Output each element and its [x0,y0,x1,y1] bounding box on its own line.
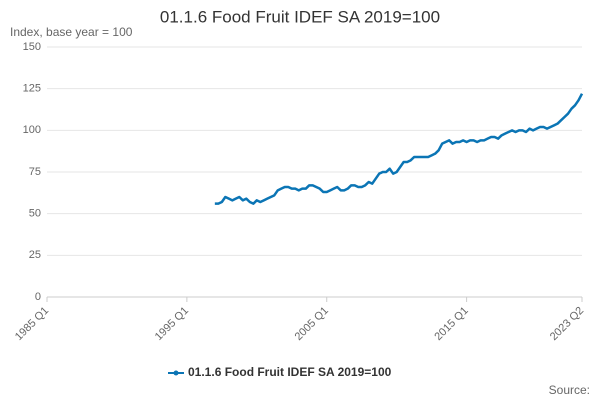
legend-marker [173,370,179,376]
y-tick-label: 100 [23,124,41,136]
legend-label: 01.1.6 Food Fruit IDEF SA 2019=100 [188,365,392,379]
y-tick-label: 50 [29,208,41,220]
y-tick-label: 75 [29,166,41,178]
x-tick-label: 1995 Q1 [153,305,191,343]
chart-subtitle: Index, base year = 100 [10,25,133,39]
x-tick-label: 2005 Q1 [293,305,331,343]
x-tick-label: 2015 Q1 [432,305,470,343]
y-tick-label: 125 [23,83,41,95]
chart-title: 01.1.6 Food Fruit IDEF SA 2019=100 [160,7,440,26]
y-tick-label: 150 [23,41,41,53]
source: Source: [549,383,590,397]
x-tick-label: 1985 Q1 [13,305,51,343]
x-tick-label: 2023 Q2 [548,305,586,343]
y-tick-label: 0 [35,291,41,303]
series-line [214,93,584,205]
y-tick-label: 25 [29,249,41,261]
